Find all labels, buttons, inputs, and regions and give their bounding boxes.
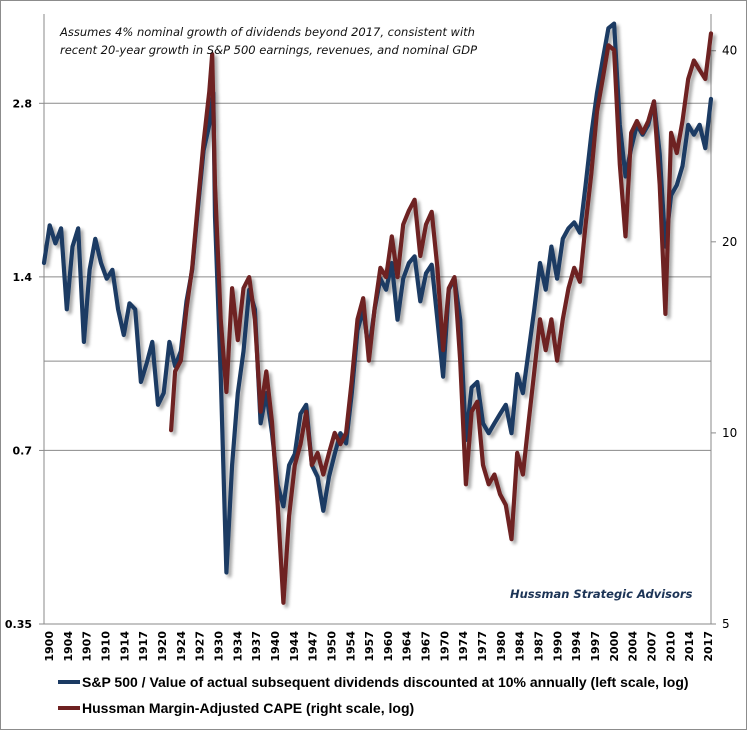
right-axis-ticks: 5 10 20 40: [711, 44, 737, 631]
x-tick-label: 1947: [307, 631, 320, 662]
x-tick-label: 2007: [646, 631, 659, 662]
x-tick-label: 1914: [118, 631, 131, 662]
x-tick-label: 1904: [62, 631, 75, 662]
x-tick-label: 1934: [231, 631, 244, 662]
x-tick-label: 1967: [420, 631, 433, 662]
x-tick-label: 1984: [514, 631, 527, 662]
x-tick-label: 1957: [363, 631, 376, 662]
legend-label-cape: Hussman Margin-Adjusted CAPE (right scal…: [82, 700, 415, 716]
x-tick-label: 2017: [702, 631, 715, 662]
series-lines: [41, 21, 714, 605]
left-axis-ticks: 0.35 0.7 1.4 2.8: [5, 97, 44, 631]
x-tick-label: 1970: [438, 631, 451, 662]
right-tick-label: 5: [722, 617, 730, 631]
x-tick-label: 1917: [137, 631, 150, 662]
legend-label-sp500: S&P 500 / Value of actual subsequent div…: [82, 674, 689, 690]
left-tick-label: 0.7: [13, 444, 33, 457]
x-tick-label: 2004: [627, 631, 640, 662]
x-tick-label: 1927: [194, 631, 207, 662]
legend-swatch-sp500: [58, 680, 80, 684]
legend-swatch-cape: [58, 706, 80, 710]
x-tick-label: 1954: [344, 631, 357, 662]
x-tick-label: 1920: [156, 631, 169, 662]
x-tick-label: 1994: [570, 631, 583, 662]
x-tick-label: 1950: [325, 631, 338, 662]
x-tick-label: 2014: [683, 631, 696, 662]
x-tick-label: 1974: [457, 631, 470, 662]
x-tick-label: 1980: [495, 631, 508, 662]
x-tick-label: 2000: [608, 631, 621, 662]
legend-item-sp500: S&P 500 / Value of actual subsequent div…: [58, 674, 689, 690]
right-tick-label: 20: [722, 235, 737, 249]
left-tick-label: 2.8: [13, 97, 33, 110]
x-axis-ticks: 1900 1904 1907 1910 1914 1917 1920 1924 1927 1930…: [43, 631, 715, 662]
x-tick-label: 1930: [212, 631, 225, 662]
x-tick-label: 1907: [81, 631, 94, 662]
x-tick-label: 1987: [533, 631, 546, 662]
annotation-line-1: Assumes 4% nominal growth of dividends b…: [59, 25, 475, 39]
right-tick-label: 10: [722, 426, 737, 440]
annotation-line-2: recent 20-year growth in S&P 500 earning…: [60, 43, 477, 57]
x-tick-label: 1944: [288, 631, 301, 662]
series-line-margin-adjusted-cape: [169, 31, 714, 605]
x-tick-label: 2010: [664, 631, 677, 662]
x-tick-label: 1937: [250, 631, 263, 662]
x-tick-label: 1924: [175, 631, 188, 662]
x-tick-label: 1990: [551, 631, 564, 662]
x-tick-label: 1977: [476, 631, 489, 662]
right-tick-label: 40: [722, 44, 737, 58]
watermark: Hussman Strategic Advisors: [510, 587, 693, 601]
left-tick-label: 0.35: [5, 618, 32, 631]
x-tick-label: 1997: [589, 631, 602, 662]
x-tick-label: 1900: [43, 631, 56, 662]
left-tick-label: 1.4: [13, 271, 33, 284]
axes: [43, 14, 712, 625]
legend-item-cape: Hussman Margin-Adjusted CAPE (right scal…: [58, 700, 414, 716]
x-tick-label: 1910: [99, 631, 112, 662]
x-tick-label: 1960: [382, 631, 395, 662]
x-tick-label: 1940: [269, 631, 282, 662]
x-tick-label: 1964: [401, 631, 414, 662]
